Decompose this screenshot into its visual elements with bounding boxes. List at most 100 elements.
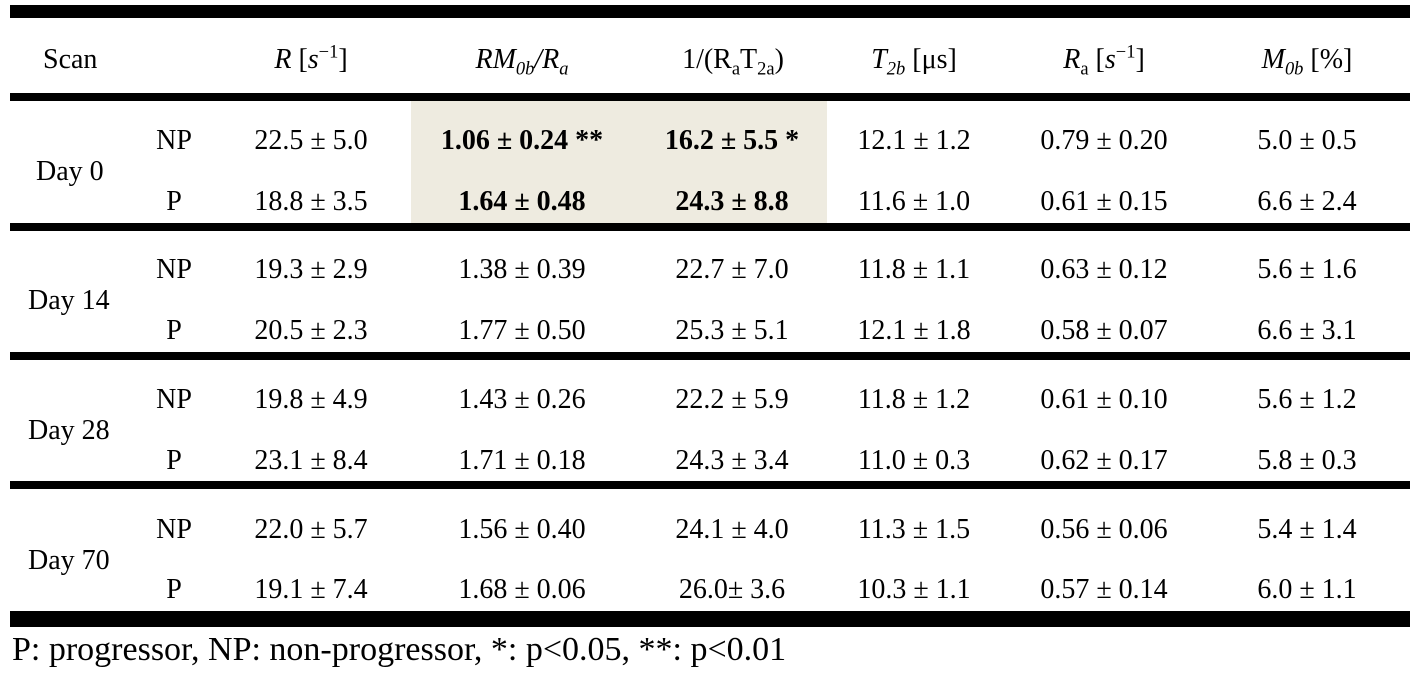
- table-cell: 19.1 ± 7.4: [254, 574, 368, 605]
- row-group-label: P: [166, 186, 182, 217]
- table-cell: 5.4 ± 1.4: [1257, 514, 1357, 545]
- table-cell: 24.3 ± 3.4: [675, 445, 789, 476]
- table-cell: 20.5 ± 2.3: [254, 315, 368, 346]
- table-cell: 26.0± 3.6: [678, 574, 786, 605]
- header-ra-symbol: R: [1063, 44, 1081, 75]
- header-r: R [s−1]: [274, 42, 348, 75]
- header-ra-bracket-open: [: [1095, 44, 1105, 75]
- table-cell: 16.2 ± 5.5 *: [664, 125, 800, 156]
- row-group-label: NP: [156, 125, 192, 156]
- table-cell: 1.71 ± 0.18: [458, 445, 586, 476]
- table-cell: 11.0 ± 0.3: [857, 445, 971, 476]
- scan-label-day14: Day 14: [28, 285, 110, 316]
- header-rm0b-a-sub: 0b: [515, 58, 535, 79]
- header-r-exp: −1: [318, 41, 339, 62]
- table-cell: 22.2 ± 5.9: [675, 384, 789, 415]
- table-cell: 22.5 ± 5.0: [254, 125, 368, 156]
- header-r-symbol: R: [274, 44, 292, 75]
- header-ra-unit: s: [1104, 44, 1116, 75]
- table-cell: 0.57 ± 0.14: [1040, 574, 1168, 605]
- header-r-unit: s: [307, 44, 319, 75]
- header-m0b-unit: [%]: [1310, 44, 1353, 75]
- scan-label-day70: Day 70: [28, 545, 110, 576]
- row-group-label: NP: [156, 254, 192, 285]
- table-cell: 24.1 ± 4.0: [675, 514, 789, 545]
- header-rm0b-b: R: [542, 44, 560, 75]
- header-ra-sub: a: [1080, 58, 1089, 79]
- header-ra: Ra [s−1]: [1063, 42, 1145, 77]
- scan-label-day28: Day 28: [28, 415, 110, 446]
- header-inv-rat2a: 1/(RaT2a): [682, 44, 784, 78]
- table-cell: 6.6 ± 2.4: [1257, 186, 1357, 217]
- header-rm0b-a: RM: [475, 44, 516, 75]
- header-rm0b-ra: RM0b/Ra: [475, 44, 568, 78]
- table-cell: 1.77 ± 0.50: [458, 315, 586, 346]
- header-t2b-sub: 2b: [886, 58, 906, 79]
- header-t2b-symbol: T: [871, 44, 887, 75]
- header-r-bracket-close: ]: [338, 44, 348, 75]
- header-ra-exp: −1: [1115, 41, 1136, 62]
- table-cell: 0.61 ± 0.15: [1040, 186, 1168, 217]
- header-rule: [10, 93, 1410, 101]
- table-cell: 11.6 ± 1.0: [857, 186, 971, 217]
- table-cell: 18.8 ± 3.5: [254, 186, 368, 217]
- header-m0b-symbol: M: [1261, 44, 1285, 75]
- group-rule-day70: [10, 481, 1410, 489]
- header-rm0b-b-sub: a: [559, 58, 569, 79]
- table-cell: 1.38 ± 0.39: [458, 254, 586, 285]
- header-t2b: T2b [μs]: [871, 44, 957, 78]
- header-inv-pre: 1/(R: [682, 44, 732, 75]
- table-cell: 1.68 ± 0.06: [458, 574, 586, 605]
- header-inv-post: ): [774, 44, 784, 75]
- row-group-label: P: [166, 574, 182, 605]
- top-rule: [10, 5, 1410, 18]
- table-cell: 5.6 ± 1.2: [1257, 384, 1357, 415]
- header-t2b-unit: [μs]: [912, 44, 957, 75]
- row-group-label: P: [166, 315, 182, 346]
- table-cell: 1.43 ± 0.26: [458, 384, 586, 415]
- table-cell: 19.3 ± 2.9: [254, 254, 368, 285]
- row-group-label: P: [166, 445, 182, 476]
- table-cell: 12.1 ± 1.8: [857, 315, 971, 346]
- table-cell: 11.3 ± 1.5: [857, 514, 971, 545]
- table-cell: 0.63 ± 0.12: [1040, 254, 1168, 285]
- header-m0b-sub: 0b: [1284, 58, 1304, 79]
- table-cell: 0.62 ± 0.17: [1040, 445, 1168, 476]
- table-cell: 5.6 ± 1.6: [1257, 254, 1357, 285]
- table-cell: 1.56 ± 0.40: [458, 514, 586, 545]
- table-cell: 24.3 ± 8.8: [675, 186, 789, 217]
- table-cell: 6.0 ± 1.1: [1257, 574, 1357, 605]
- header-rm0b-slash: /: [534, 44, 543, 75]
- table-cell: 0.58 ± 0.07: [1040, 315, 1168, 346]
- scan-label-day0: Day 0: [36, 156, 104, 187]
- row-group-label: NP: [156, 384, 192, 415]
- table-cell: 22.0 ± 5.7: [254, 514, 368, 545]
- table-cell: 5.0 ± 0.5: [1257, 125, 1357, 156]
- table-cell: 5.8 ± 0.3: [1257, 445, 1357, 476]
- header-inv-sub2: 2a: [757, 58, 775, 79]
- table-cell: 19.8 ± 4.9: [254, 384, 368, 415]
- bottom-rule: [10, 611, 1410, 627]
- table-cell: 0.61 ± 0.10: [1040, 384, 1168, 415]
- table-cell: 23.1 ± 8.4: [254, 445, 368, 476]
- header-r-bracket-open: [: [298, 44, 308, 75]
- header-ra-bracket-close: ]: [1135, 44, 1145, 75]
- header-inv-sub1: a: [731, 58, 741, 79]
- header-inv-mid: T: [740, 44, 758, 75]
- group-rule-day14: [10, 223, 1410, 231]
- table-cell: 22.7 ± 7.0: [675, 254, 789, 285]
- header-scan: Scan: [43, 44, 98, 75]
- significance-highlight: [411, 100, 827, 223]
- header-m0b: M0b [%]: [1261, 44, 1353, 78]
- table-cell: 0.79 ± 0.20: [1040, 125, 1168, 156]
- table-footnote: P: progressor, NP: non-progressor, *: p<…: [12, 631, 787, 668]
- table-cell: 1.64 ± 0.48: [458, 186, 586, 217]
- row-group-label: NP: [156, 514, 192, 545]
- group-rule-day28: [10, 352, 1410, 360]
- table-cell: 6.6 ± 3.1: [1257, 315, 1357, 346]
- table-cell: 11.8 ± 1.2: [857, 384, 971, 415]
- table-cell: 12.1 ± 1.2: [857, 125, 971, 156]
- table-cell: 0.56 ± 0.06: [1040, 514, 1168, 545]
- table-cell: 11.8 ± 1.1: [857, 254, 971, 285]
- table-cell: 25.3 ± 5.1: [675, 315, 789, 346]
